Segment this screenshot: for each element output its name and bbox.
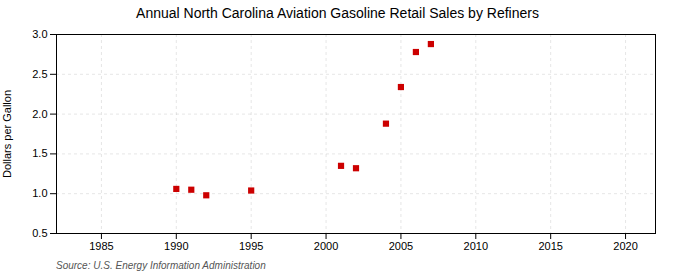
svg-text:1995: 1995 bbox=[239, 240, 263, 252]
svg-text:1990: 1990 bbox=[164, 240, 188, 252]
svg-text:2000: 2000 bbox=[314, 240, 338, 252]
svg-text:0.5: 0.5 bbox=[32, 227, 47, 239]
html-text:Source: U.S. Energy Informatio: Source: U.S. Energy Information Administ… bbox=[56, 260, 266, 271]
svg-text:2.5: 2.5 bbox=[32, 68, 47, 80]
svg-text:2015: 2015 bbox=[538, 240, 562, 252]
svg-text:2010: 2010 bbox=[464, 240, 488, 252]
svg-text:2.0: 2.0 bbox=[32, 108, 47, 120]
svg-text:1985: 1985 bbox=[89, 240, 113, 252]
svg-text:2005: 2005 bbox=[389, 240, 413, 252]
svg-text:1.5: 1.5 bbox=[32, 147, 47, 159]
svg-text:1.0: 1.0 bbox=[32, 187, 47, 199]
svg-text:3.0: 3.0 bbox=[32, 28, 47, 40]
svg-text:2020: 2020 bbox=[613, 240, 637, 252]
html-text:Annual North Carolina Aviation: Annual North Carolina Aviation Gasoline … bbox=[136, 5, 539, 21]
svg-text:Dollars per Gallon: Dollars per Gallon bbox=[1, 90, 13, 178]
